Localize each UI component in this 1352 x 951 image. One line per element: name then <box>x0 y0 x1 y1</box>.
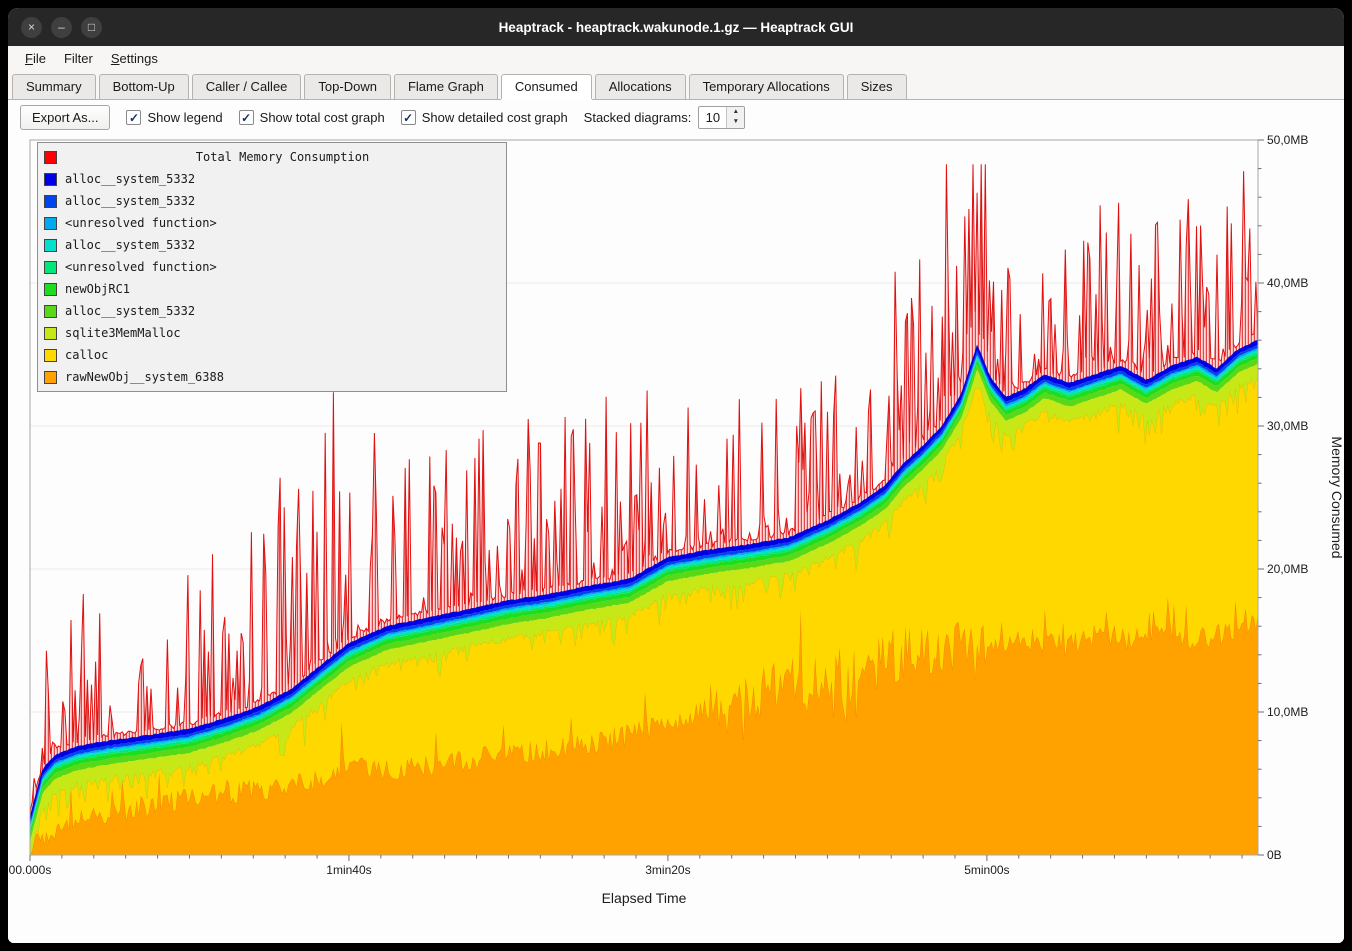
memory-chart[interactable]: 00.000s 1min40s 3min20s 5min00s 0B 10,0MB 20,0… <box>8 134 1344 943</box>
spin-up-icon[interactable]: ▲ <box>727 106 745 117</box>
series-area-rawnewobj-system-6388 <box>30 598 1258 855</box>
tab-flame-graph[interactable]: Flame Graph <box>393 74 498 99</box>
legend-title-row: Total Memory Consumption <box>38 146 506 168</box>
window-controls: × – □ <box>21 16 102 38</box>
legend-label: <unresolved function> <box>65 216 217 230</box>
legend-item: alloc__system_5332 <box>38 168 506 190</box>
legend-item: alloc__system_5332 <box>38 300 506 322</box>
legend-item: <unresolved function> <box>38 212 506 234</box>
checkbox-label: Show legend <box>147 109 223 125</box>
stacked-diagrams-spinbox[interactable]: 10 ▲ ▼ <box>698 105 746 129</box>
tab-sizes[interactable]: Sizes <box>846 74 907 99</box>
checkbox-box-icon[interactable]: ✓ <box>400 109 416 125</box>
y-tick-label: 40,0MB <box>1267 276 1308 290</box>
x-tick-label: 00.000s <box>9 863 52 877</box>
checkbox-box-icon[interactable]: ✓ <box>126 109 142 125</box>
legend-swatch <box>44 172 57 186</box>
total-cost-line <box>29 164 1259 812</box>
maximize-icon[interactable]: □ <box>81 16 102 38</box>
menu-settings[interactable]: Settings <box>110 51 158 66</box>
stacked-diagrams-control: Stacked diagrams: 10 ▲ ▼ <box>583 105 746 129</box>
checkbox-label: Show total cost graph <box>259 109 385 125</box>
checkbox-show-legend[interactable]: ✓ Show legend <box>126 109 223 125</box>
close-icon[interactable]: × <box>21 16 42 38</box>
export-as-button[interactable]: Export As... <box>20 104 111 130</box>
toolbar-checkboxes: ✓ Show legend ✓ Show total cost graph ✓ Show … <box>126 109 568 125</box>
y-tick-label: 50,0MB <box>1267 134 1308 147</box>
tab-bottom-up[interactable]: Bottom-Up <box>98 74 189 99</box>
legend-swatch <box>44 260 57 274</box>
legend-item: sqlite3MemMalloc <box>38 322 506 344</box>
legend-label: alloc__system_5332 <box>65 238 196 252</box>
tab-summary[interactable]: Summary <box>12 74 96 99</box>
legend-swatch <box>44 216 57 230</box>
legend-item: alloc__system_5332 <box>38 234 506 256</box>
checkbox-box-icon[interactable]: ✓ <box>238 109 254 125</box>
legend-swatch <box>44 370 57 384</box>
legend-item: alloc__system_5332 <box>38 190 506 212</box>
chart-legend: Total Memory Consumption alloc__system_5… <box>37 142 507 392</box>
legend-swatch <box>44 348 57 362</box>
x-tick-label: 5min00s <box>964 863 1009 877</box>
stacked-areas <box>29 164 1259 855</box>
legend-item: <unresolved function> <box>38 256 506 278</box>
legend-label: calloc <box>65 348 109 362</box>
stacked-diagrams-label: Stacked diagrams: <box>583 109 692 125</box>
legend-swatch <box>44 304 57 318</box>
legend-swatch <box>44 194 57 208</box>
axis-labels: 00.000s 1min40s 3min20s 5min00s 0B 10,0MB 20,0… <box>9 134 1344 906</box>
titlebar: × – □ Heaptrack - heaptrack.wakunode.1.g… <box>8 8 1344 46</box>
toolbar: Export As... ✓ Show legend ✓ Show total cos… <box>8 100 1344 134</box>
window-title: Heaptrack - heaptrack.wakunode.1.gz — He… <box>498 19 854 35</box>
series-area-calloc-1 <box>30 376 1258 855</box>
legend-swatch <box>44 326 57 340</box>
tab-caller-callee[interactable]: Caller / Callee <box>191 74 302 99</box>
minimize-icon[interactable]: – <box>51 16 72 38</box>
legend-item: rawNewObj__system_6388 <box>38 366 506 388</box>
menu-file[interactable]: File <box>25 51 46 66</box>
y-axis-title: Memory Consumed <box>1329 436 1344 558</box>
spin-down-icon[interactable]: ▼ <box>727 117 745 128</box>
legend-label: <unresolved function> <box>65 260 217 274</box>
tab-consumed[interactable]: Consumed <box>500 74 592 99</box>
legend-swatch <box>44 282 57 296</box>
legend-swatch <box>44 238 57 252</box>
legend-item: calloc <box>38 344 506 366</box>
legend-label: sqlite3MemMalloc <box>65 326 181 340</box>
legend-title: Total Memory Consumption <box>195 150 370 164</box>
legend-item: newObjRC1 <box>38 278 506 300</box>
legend-label: alloc__system_5332 <box>65 194 196 208</box>
legend-label: alloc__system_5332 <box>65 172 196 186</box>
y-tick-label: 0B <box>1267 848 1282 862</box>
spinbox-arrows: ▲ ▼ <box>726 106 745 128</box>
y-tick-label: 20,0MB <box>1267 562 1308 576</box>
menubar: File Filter Settings <box>8 46 1344 71</box>
tab-bar: Summary Bottom-Up Caller / Callee Top-Down F… <box>8 71 1344 100</box>
app-window: × – □ Heaptrack - heaptrack.wakunode.1.g… <box>8 8 1344 943</box>
legend-label: rawNewObj__system_6388 <box>65 370 224 384</box>
x-axis-title: Elapsed Time <box>602 890 687 906</box>
stacked-diagrams-value[interactable]: 10 <box>705 109 721 125</box>
checkbox-label: Show detailed cost graph <box>421 109 568 125</box>
tab-allocations[interactable]: Allocations <box>594 74 686 99</box>
legend-items: alloc__system_5332 alloc__system_5332 <unr… <box>38 168 506 388</box>
checkbox-show-detailed-cost-graph[interactable]: ✓ Show detailed cost graph <box>400 109 568 125</box>
tab-temporary-allocations[interactable]: Temporary Allocations <box>688 74 844 99</box>
checkbox-show-total-cost-graph[interactable]: ✓ Show total cost graph <box>238 109 385 125</box>
chart-region: 00.000s 1min40s 3min20s 5min00s 0B 10,0MB 20,0… <box>8 134 1344 943</box>
tab-top-down[interactable]: Top-Down <box>304 74 391 99</box>
legend-label: alloc__system_5332 <box>65 304 196 318</box>
y-tick-label: 30,0MB <box>1267 419 1308 433</box>
axis-ticks <box>29 139 1264 861</box>
menu-filter[interactable]: Filter <box>63 51 93 66</box>
x-tick-label: 3min20s <box>645 863 690 877</box>
y-tick-label: 10,0MB <box>1267 705 1308 719</box>
legend-label: newObjRC1 <box>65 282 131 296</box>
legend-title-swatch <box>44 150 57 164</box>
x-tick-label: 1min40s <box>326 863 371 877</box>
